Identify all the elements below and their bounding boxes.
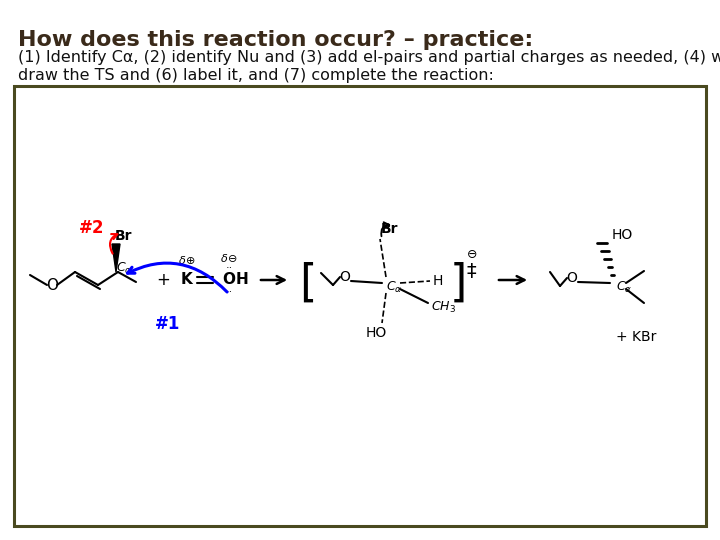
- Text: $\ddagger$: $\ddagger$: [467, 261, 477, 280]
- Text: HO: HO: [611, 228, 633, 242]
- Text: $C_\alpha$: $C_\alpha$: [616, 280, 632, 294]
- Text: $\delta\!\ominus$: $\delta\!\ominus$: [220, 252, 238, 264]
- Text: (1) Identify Cα, (2) identify Nu and (3) add el-pairs and partial charges as nee: (1) Identify Cα, (2) identify Nu and (3)…: [18, 50, 720, 65]
- Text: O: O: [340, 270, 351, 284]
- Text: H: H: [433, 274, 444, 288]
- Text: O: O: [567, 271, 577, 285]
- Text: #1: #1: [156, 315, 181, 333]
- Text: O: O: [222, 273, 235, 287]
- Text: draw the TS and (6) label it, and (7) complete the reaction:: draw the TS and (6) label it, and (7) co…: [18, 68, 494, 83]
- Text: H: H: [235, 273, 248, 287]
- Text: [: [: [300, 261, 317, 305]
- Text: #2: #2: [79, 219, 104, 237]
- Text: $C_\alpha$: $C_\alpha$: [386, 280, 402, 294]
- Text: HO: HO: [365, 326, 387, 340]
- Text: How does this reaction occur? – practice:: How does this reaction occur? – practice…: [18, 30, 534, 50]
- Text: $\ominus$: $\ominus$: [467, 248, 477, 261]
- Text: O: O: [46, 278, 58, 293]
- Text: Br: Br: [382, 222, 399, 236]
- Text: $CH_3$: $CH_3$: [431, 300, 456, 314]
- Text: $C_\alpha$: $C_\alpha$: [116, 260, 132, 275]
- Text: + KBr: + KBr: [616, 330, 656, 344]
- Text: ]: ]: [449, 261, 467, 305]
- Text: ··: ··: [225, 287, 233, 297]
- Text: +: +: [156, 271, 170, 289]
- Polygon shape: [112, 244, 120, 272]
- Bar: [14, 86, 706, 526]
- Text: Br: Br: [115, 229, 132, 243]
- Text: K: K: [181, 273, 193, 287]
- Text: $\delta\!\oplus$: $\delta\!\oplus$: [179, 254, 196, 266]
- Text: ··: ··: [225, 263, 233, 273]
